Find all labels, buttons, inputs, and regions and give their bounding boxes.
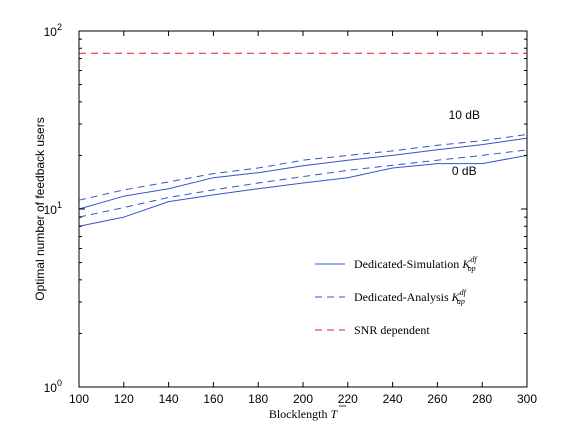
x-tick-label-200: 200 — [293, 392, 313, 406]
x-tick-label-180: 180 — [248, 392, 268, 406]
x-tick-label-280: 280 — [472, 392, 492, 406]
plot-area — [79, 31, 527, 387]
x-tick-label-260: 260 — [427, 392, 447, 406]
series-layer — [78, 52, 528, 227]
annotation-1: 10 dB — [449, 108, 480, 122]
annotation-2: 0 dB — [452, 164, 477, 178]
x-tick-label-300: 300 — [517, 392, 537, 406]
x-tick-label-220: 220 — [338, 392, 358, 406]
x-tick-label-100: 100 — [69, 392, 89, 406]
x-tick-label-240: 240 — [383, 392, 403, 406]
series-line-1 — [78, 137, 528, 210]
y-axis-label: Optimal number of feedback users — [33, 117, 47, 300]
x-tick-label-160: 160 — [203, 392, 223, 406]
x-tick-label-120: 120 — [114, 392, 134, 406]
legend-label-2: Dedicated-Analysis Kdf ap — [354, 288, 468, 306]
ticks-layer — [78, 30, 528, 388]
y-tick-label-100: 102 — [44, 22, 62, 39]
y-tick-label-10: 101 — [44, 200, 62, 217]
series-line-3 — [78, 134, 528, 201]
legend-label-3: SNR dependent — [354, 323, 430, 337]
series-line-2 — [78, 154, 528, 227]
series-line-4 — [78, 149, 528, 218]
plot-background — [79, 31, 527, 387]
legend: Dedicated-Simulation Kdf op Dedicated-Anal… — [315, 255, 478, 337]
y-tick-label-1: 100 — [44, 378, 62, 395]
x-tick-label-140: 140 — [159, 392, 179, 406]
x-axis-label: Blocklength T — [269, 407, 339, 421]
legend-label-1: Dedicated-Simulation Kdf op — [354, 255, 478, 273]
labels-layer: 100 120 140 160 180 200 220 240 260 280 300 100 101 1… — [33, 22, 537, 421]
